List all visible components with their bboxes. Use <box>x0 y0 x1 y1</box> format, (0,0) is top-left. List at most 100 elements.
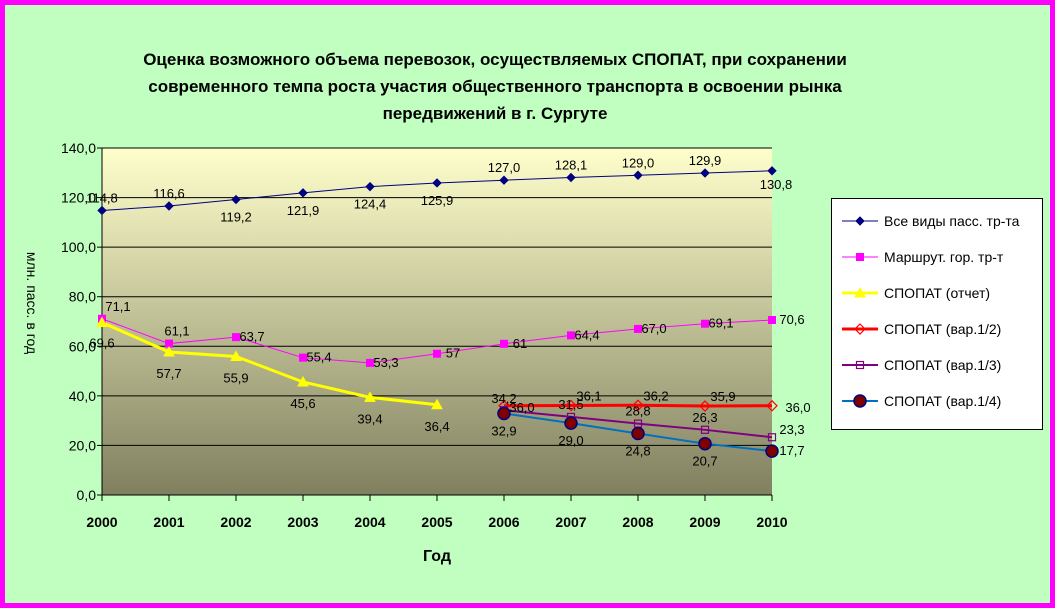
x-tick-label: 2002 <box>220 514 251 530</box>
data-point <box>232 333 240 342</box>
legend-marker <box>855 216 865 226</box>
data-point <box>231 194 241 205</box>
legend-swatch <box>842 216 878 226</box>
data-label: 128,1 <box>555 157 588 172</box>
data-point <box>701 319 709 328</box>
series-4 <box>498 399 778 412</box>
data-label: 119,2 <box>220 210 252 225</box>
data-label: 125,9 <box>421 193 454 208</box>
series-1 <box>97 166 777 216</box>
data-label: 71,1 <box>105 299 130 314</box>
data-label: 36,1 <box>576 389 601 404</box>
data-label: 124,4 <box>354 197 387 212</box>
chart-legend: Все виды пасс. тр-та Маршрут. гор. тр-т СП… <box>831 198 1043 430</box>
data-point <box>768 316 776 325</box>
x-tick-label: 2003 <box>287 514 318 530</box>
data-point <box>297 375 309 387</box>
data-label: 67,0 <box>641 321 666 336</box>
data-point <box>565 399 577 412</box>
data-label: 24,8 <box>625 444 650 459</box>
data-point <box>767 433 777 442</box>
y-tick-labels: 0,0 20,0 40,0 60,0 80,0 100,0 120,0 140,0 <box>61 140 96 503</box>
legend-marker <box>853 394 867 408</box>
legend-label: Все виды пасс. тр-та <box>884 213 1020 229</box>
x-tick-label: 2000 <box>86 514 117 530</box>
legend-item: Все виды пасс. тр-та <box>832 211 1042 231</box>
data-point <box>230 350 242 361</box>
y-tick-label: 0,0 <box>77 487 97 503</box>
y-tick-label: 120,0 <box>61 190 96 206</box>
legend-label: Маршрут. гор. тр-т <box>884 249 1004 265</box>
legend-item: СПОПАТ (вар.1/4) <box>832 391 1042 411</box>
legend-marker <box>854 323 866 335</box>
chart-title-line-3: передвижений в г. Сургуте <box>382 104 608 123</box>
data-label: 36,2 <box>643 388 668 403</box>
data-label: 55,4 <box>306 350 331 365</box>
legend-item: СПОПАТ (вар.1/3) <box>832 355 1042 375</box>
series-6 <box>497 406 779 458</box>
data-label: 61,1 <box>164 324 189 339</box>
chart-frame: Оценка возможного объема перевозок, осущ… <box>5 5 1050 603</box>
data-label: 39,4 <box>357 411 382 426</box>
data-label: 69,6 <box>89 335 114 350</box>
x-tick-label: 2009 <box>689 514 720 530</box>
data-point <box>499 175 509 185</box>
legend-marker <box>856 253 864 261</box>
data-point <box>497 406 511 421</box>
data-label: 129,0 <box>622 155 655 170</box>
legend-label: СПОПАТ (вар.1/3) <box>884 357 1002 373</box>
x-axis-label: Год <box>423 548 451 565</box>
data-point <box>632 399 644 412</box>
data-point <box>633 170 643 180</box>
data-label: 45,6 <box>290 396 315 411</box>
y-tick-label: 80,0 <box>69 289 96 305</box>
data-label: 129,9 <box>689 153 722 168</box>
data-label: 17,7 <box>779 443 804 458</box>
data-point <box>364 391 376 402</box>
data-label: 63,7 <box>239 329 264 344</box>
data-point <box>699 400 711 412</box>
data-point <box>700 168 710 178</box>
data-label: 35,9 <box>710 389 735 404</box>
data-labels-layer: 114,8 116,6 119,2 121,9 124,4 125,9 127,0 128,1… <box>86 153 810 469</box>
data-point <box>567 331 575 340</box>
data-point <box>698 436 712 451</box>
y-tick-label: 100,0 <box>61 239 96 255</box>
x-tick-label: 2008 <box>622 514 653 530</box>
data-label: 29,0 <box>558 433 583 448</box>
data-label: 114,8 <box>86 190 118 205</box>
data-point <box>431 398 443 410</box>
legend-label: СПОПАТ (вар.1/2) <box>884 321 1002 337</box>
x-tick-label: 2005 <box>421 514 452 530</box>
data-label: 32,9 <box>491 423 516 438</box>
data-point <box>298 188 308 198</box>
data-label: 70,6 <box>779 312 804 327</box>
y-tick-label: 40,0 <box>69 388 96 404</box>
data-point <box>767 166 777 176</box>
data-point <box>564 416 578 430</box>
data-point <box>700 425 710 434</box>
legend-swatch <box>842 360 878 370</box>
data-point <box>164 201 174 211</box>
y-tick-label: 20,0 <box>69 437 96 453</box>
data-label: 34,2 <box>491 391 516 406</box>
data-point <box>163 345 175 357</box>
data-label: 116,6 <box>153 186 185 201</box>
chart-title-line-1: Оценка возможного объема перевозок, осущ… <box>143 50 847 69</box>
data-label: 127,0 <box>488 160 521 175</box>
data-point <box>631 426 645 441</box>
x-tick-label: 2004 <box>354 514 385 530</box>
legend-swatch <box>842 323 878 335</box>
x-tick-label: 2001 <box>153 514 184 530</box>
x-tick-label: 2006 <box>488 514 519 530</box>
data-label: 26,3 <box>692 410 717 425</box>
series-line <box>101 321 438 407</box>
series-3 <box>96 316 443 410</box>
data-label: 57 <box>446 346 460 361</box>
data-point <box>765 444 779 458</box>
legend-item: Маршрут. гор. тр-т <box>832 247 1042 267</box>
legend-marker <box>854 286 866 298</box>
data-point <box>566 172 576 183</box>
legend-marker <box>855 360 865 370</box>
